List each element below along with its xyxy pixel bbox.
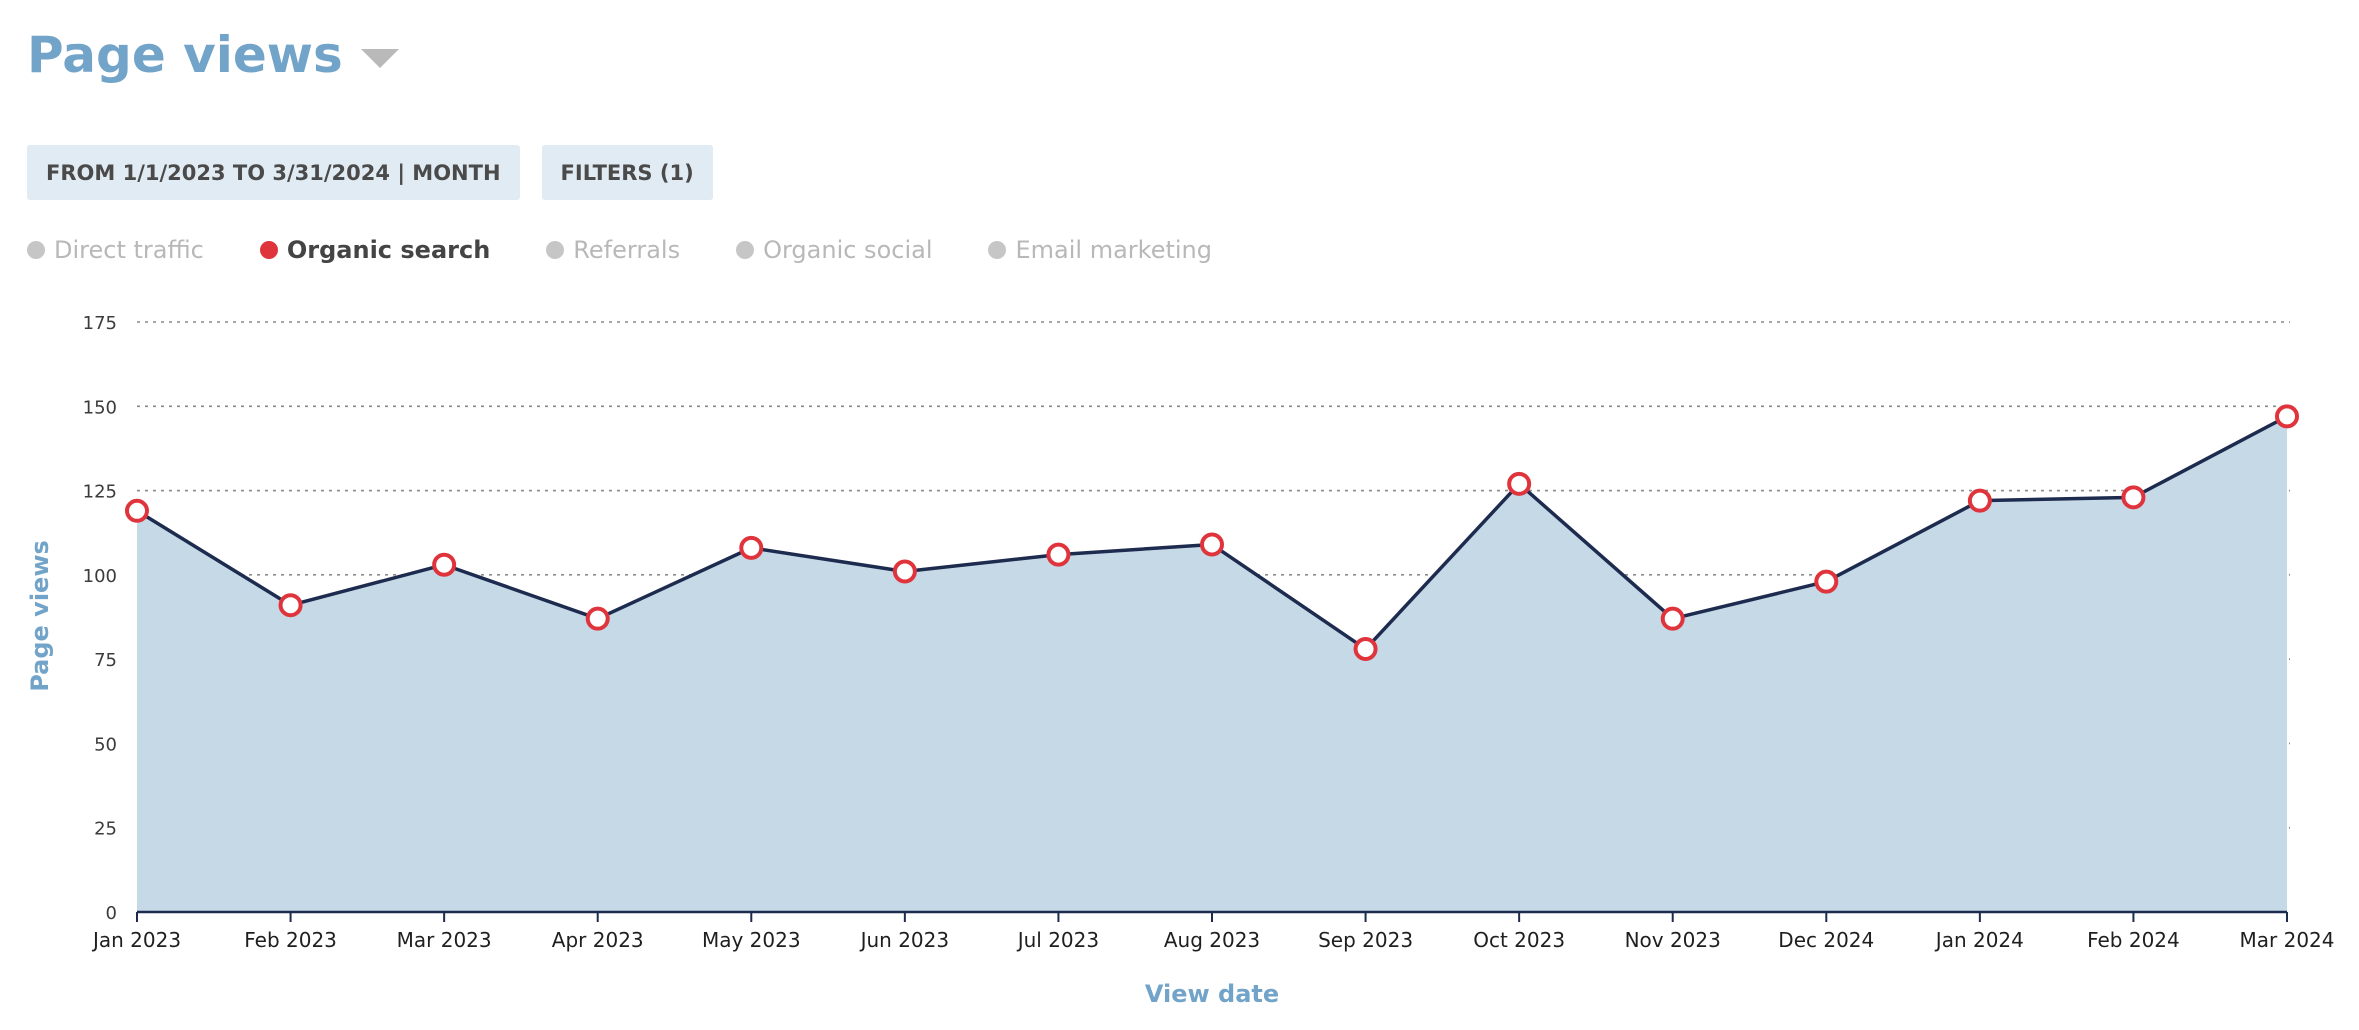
legend-dot-icon	[988, 241, 1007, 259]
x-tick-labels: Jan 2023 Feb 2023 Mar 2023 Apr 2023 May 2023…	[91, 928, 2335, 952]
x-tick-label: Jun 2023	[859, 928, 950, 952]
x-tick-label: Jan 2023	[91, 928, 181, 952]
y-tick-labels: 0 25 50 75 100 125 150 175	[83, 313, 117, 924]
filters-button[interactable]: FILTERS (1)	[541, 145, 713, 200]
x-tick-label: Feb 2024	[2087, 928, 2180, 952]
legend-dot-icon	[27, 241, 45, 259]
x-tick-label: Mar 2024	[2240, 928, 2335, 952]
legend-label: Organic search	[286, 236, 491, 264]
x-tick-label: Mar 2023	[397, 928, 492, 952]
y-tick-label: 25	[94, 819, 117, 840]
legend-label: Organic social	[763, 236, 933, 264]
date-range-button[interactable]: FROM 1/1/2023 TO 3/31/2024 | MONTH	[27, 145, 520, 200]
x-tick-label: Feb 2023	[244, 928, 337, 952]
data-point-marker[interactable]	[1967, 488, 1992, 513]
controls-bar: FROM 1/1/2023 TO 3/31/2024 | MONTH FILTE…	[27, 145, 713, 200]
legend-item-email-marketing[interactable]: Email marketing	[988, 236, 1212, 264]
x-tick-label: Sep 2023	[1318, 928, 1413, 952]
legend-label: Direct traffic	[54, 236, 204, 264]
data-point-marker[interactable]	[2275, 404, 2299, 429]
x-tick-label: Oct 2023	[1473, 928, 1565, 952]
y-axis-title: Page views	[26, 540, 54, 692]
data-point-marker[interactable]	[739, 535, 764, 560]
data-point-marker[interactable]	[1507, 471, 1532, 496]
data-point-marker[interactable]	[1353, 637, 1378, 662]
x-tick-label: Jan 2024	[1934, 928, 2024, 952]
page-title: Page views	[27, 26, 343, 84]
legend-item-organic-social[interactable]: Organic social	[736, 236, 932, 264]
x-tick-label: Jul 2023	[1016, 928, 1099, 952]
data-point-marker[interactable]	[1814, 569, 1839, 594]
data-point-marker[interactable]	[278, 593, 303, 618]
y-tick-label: 175	[83, 313, 117, 334]
chart-axis-layer	[136, 910, 2288, 922]
legend-dot-icon	[736, 241, 755, 259]
x-tick-label: Aug 2023	[1164, 928, 1260, 952]
legend-item-organic-search[interactable]: Organic search	[259, 236, 491, 264]
chart-marker-layer	[125, 404, 2299, 662]
data-point-marker[interactable]	[125, 498, 149, 523]
data-point-marker[interactable]	[892, 559, 917, 584]
legend-label: Referrals	[573, 236, 681, 264]
series-area-organic-search	[137, 416, 2287, 912]
chart-legend: Direct traffic Organic search Referrals …	[27, 232, 1268, 268]
page-title-row[interactable]: Page views	[27, 20, 399, 90]
y-tick-label: 125	[83, 482, 117, 503]
legend-label: Email marketing	[1015, 236, 1212, 264]
x-tick-label: Apr 2023	[552, 928, 644, 952]
data-point-marker[interactable]	[1200, 532, 1224, 557]
data-point-marker[interactable]	[2121, 485, 2146, 510]
y-tick-label: 75	[94, 650, 117, 671]
x-tick-label: May 2023	[702, 928, 801, 952]
y-tick-label: 50	[94, 734, 117, 755]
y-tick-label: 150	[83, 397, 117, 418]
legend-item-direct-traffic[interactable]: Direct traffic	[27, 236, 204, 264]
dropdown-caret-icon[interactable]	[360, 48, 399, 68]
data-point-marker[interactable]	[585, 606, 610, 631]
legend-dot-icon	[259, 241, 278, 259]
data-point-marker[interactable]	[1046, 542, 1071, 567]
y-tick-label: 0	[106, 903, 117, 924]
data-point-marker[interactable]	[432, 552, 457, 577]
legend-dot-icon	[546, 241, 565, 259]
x-tick-label: Nov 2023	[1625, 928, 1721, 952]
y-tick-label: 100	[83, 566, 117, 587]
legend-item-referrals[interactable]: Referrals	[546, 236, 680, 264]
x-axis-title: View date	[1145, 980, 1279, 1008]
x-tick-label: Dec 2024	[1778, 928, 1874, 952]
data-point-marker[interactable]	[1660, 606, 1685, 631]
chart-area-layer	[137, 416, 2287, 912]
